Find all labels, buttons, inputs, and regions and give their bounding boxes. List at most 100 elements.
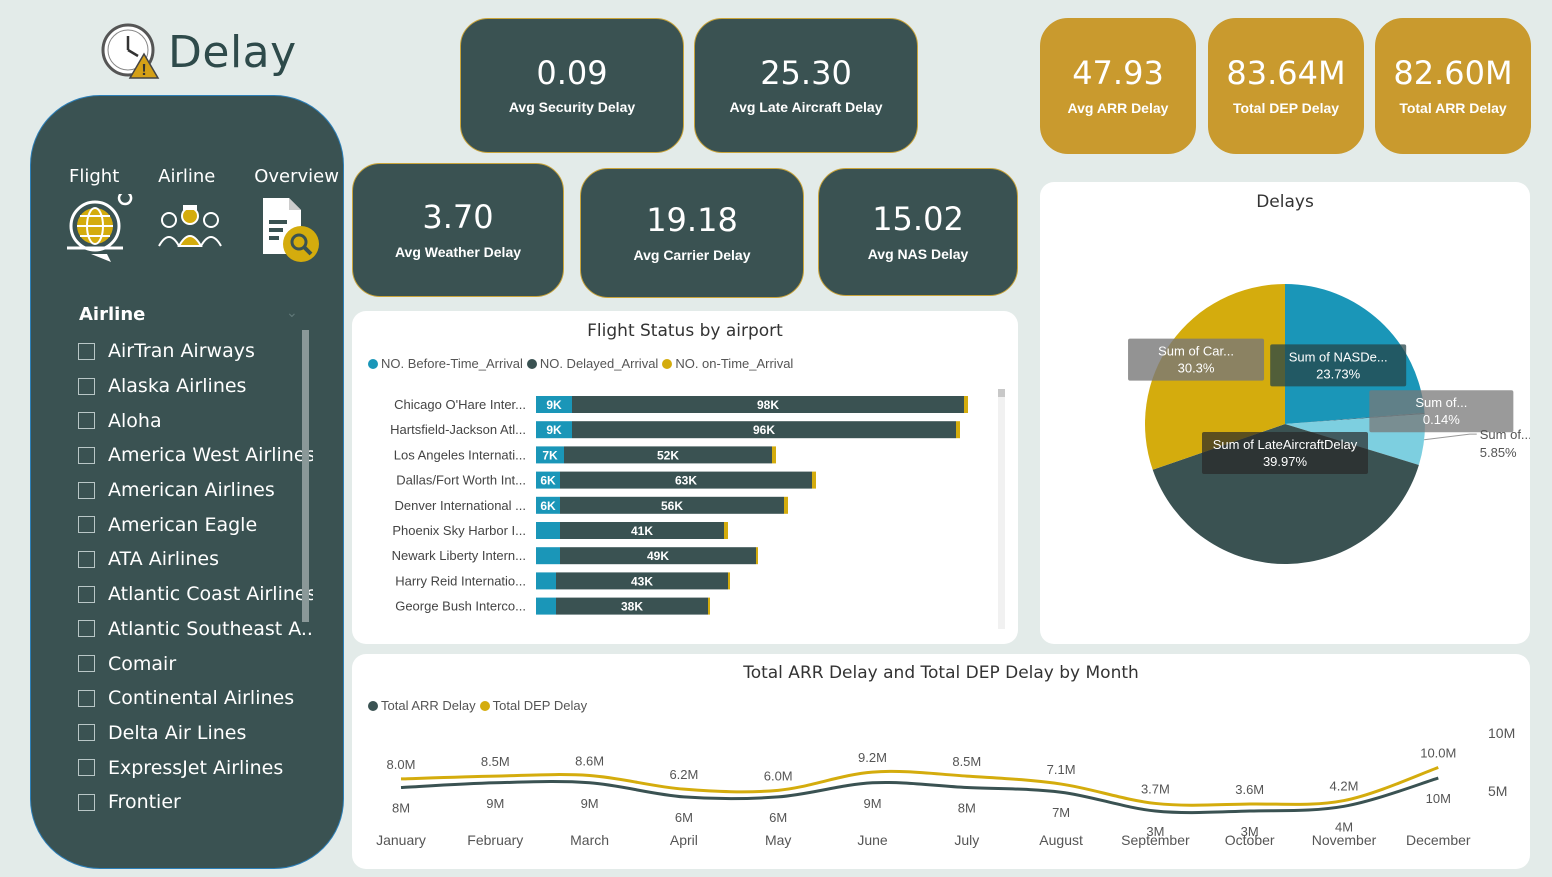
slicer-checkbox[interactable] xyxy=(78,550,95,568)
slicer-item[interactable]: ExpressJet Airlines xyxy=(78,750,313,785)
slicer-item-label: Alaska Airlines xyxy=(108,375,247,398)
kpi-avg-security-delay: 0.09 Avg Security Delay xyxy=(460,18,684,153)
bar-segment xyxy=(728,572,730,590)
pie-slice-value: 39.97% xyxy=(1263,454,1308,469)
dep-data-label: 3.6M xyxy=(1235,782,1264,797)
slicer-item-label: Delta Air Lines xyxy=(108,721,247,744)
legend-label: NO. Delayed_Arrival xyxy=(539,356,659,371)
pie-chart-plot: Sum of NASDe... 23.73% Sum of... 0.14% Sum o… xyxy=(1128,284,1530,564)
legend-label: Total ARR Delay xyxy=(381,698,476,713)
bar-category-label: Los Angeles Internati... xyxy=(394,447,526,462)
slicer-item-label: Atlantic Coast Airlines xyxy=(108,583,313,606)
slicer-checkbox[interactable] xyxy=(78,585,95,603)
bar-segment xyxy=(536,597,556,615)
slicer-item[interactable]: Aloha xyxy=(78,403,313,438)
chart-scrollbar-track[interactable] xyxy=(998,389,1005,629)
pilots-icon[interactable] xyxy=(155,202,225,257)
dep-data-label: 6.2M xyxy=(669,767,698,782)
bar-category-label: Dallas/Fort Worth Int... xyxy=(396,473,526,488)
slicer-item-label: ATA Airlines xyxy=(108,548,219,571)
bar-category-label: Hartsfield-Jackson Atl... xyxy=(390,422,526,437)
slicer-checkbox[interactable] xyxy=(78,377,95,395)
chart-title: Total ARR Delay and Total DEP Delay by M… xyxy=(743,663,1139,683)
arr-data-label: 3M xyxy=(1241,824,1259,839)
pie-slice-value: 30.3% xyxy=(1178,361,1215,376)
line-chart-plot: 8M 9M 9M 6M 6M 9M 8M 7M 3M 3M 4M 10M 8.0M 8.5M 8.6M 6.2… xyxy=(376,725,1515,848)
slicer-item[interactable]: American Airlines xyxy=(78,473,313,508)
slicer-checkbox[interactable] xyxy=(78,516,95,534)
nav-flight-label[interactable]: Flight xyxy=(69,166,120,187)
slicer-checkbox[interactable] xyxy=(78,342,95,360)
dep-data-label: 8.0M xyxy=(387,757,416,772)
x-axis-month-label: October xyxy=(1225,832,1275,848)
slicer-checkbox[interactable] xyxy=(78,793,95,811)
y-axis-tick: 5M xyxy=(1488,783,1507,799)
sidebar: Flight Airline Overview xyxy=(30,95,344,869)
dep-data-label: 7.1M xyxy=(1047,762,1076,777)
slicer-item-label: Comair xyxy=(108,652,177,675)
bar-segment xyxy=(536,522,560,539)
bar-segment xyxy=(572,396,964,413)
delays-pie-card: Delays Sum of NASDe... 23.73% Sum of... 0.1… xyxy=(1040,182,1530,644)
kpi-value: 25.30 xyxy=(760,53,852,92)
x-axis-month-label: July xyxy=(954,832,979,848)
chart-legend: Total ARR Delay Total DEP Delay xyxy=(364,698,587,713)
document-search-icon[interactable] xyxy=(257,196,323,271)
bar-category-label: Chicago O'Hare Inter... xyxy=(394,397,526,412)
arr-delay-line xyxy=(400,776,1439,815)
chart-scrollbar-thumb[interactable] xyxy=(998,389,1005,397)
bar-category-label: Harry Reid Internatio... xyxy=(395,573,526,588)
legend-label: NO. Before-Time_Arrival xyxy=(381,356,523,371)
x-axis-month-label: August xyxy=(1039,832,1083,848)
slicer-item[interactable]: Atlantic Coast Airlines xyxy=(78,577,313,612)
arr-data-label: 6M xyxy=(675,810,693,825)
slicer-item[interactable]: America West Airlines xyxy=(78,438,313,473)
nav-overview-label[interactable]: Overview xyxy=(254,166,339,187)
slicer-checkbox[interactable] xyxy=(78,724,95,742)
slicer-item[interactable]: Alaska Airlines xyxy=(78,369,313,404)
slicer-item[interactable]: Atlantic Southeast A... xyxy=(78,612,313,647)
chevron-down-icon[interactable]: ⌄ xyxy=(286,304,298,320)
bar-segment xyxy=(756,547,758,565)
pie-leader-line xyxy=(1424,433,1477,441)
slicer-item-label: American Eagle xyxy=(108,513,258,536)
pie-label-box xyxy=(1270,344,1407,387)
bar-segment xyxy=(708,597,710,615)
kpi-value: 47.93 xyxy=(1072,54,1164,93)
nav-airline-label[interactable]: Airline xyxy=(158,166,216,187)
pie-slice-value: 0.14% xyxy=(1423,412,1460,427)
bar-segment xyxy=(536,396,572,413)
kpi-avg-arr-delay: 47.93 Avg ARR Delay xyxy=(1040,18,1196,154)
slicer-checkbox[interactable] xyxy=(78,655,95,673)
slicer-scrollbar[interactable] xyxy=(302,330,309,622)
nav-labels: Flight Airline Overview xyxy=(69,166,339,187)
slicer-item[interactable]: Comair xyxy=(78,646,313,681)
slicer-item[interactable]: AirTran Airways xyxy=(78,334,313,369)
bar-segment xyxy=(536,496,560,514)
kpi-avg-carrier-delay: 19.18 Avg Carrier Delay xyxy=(580,168,804,298)
slicer-checkbox[interactable] xyxy=(78,481,95,499)
dep-data-label: 6.0M xyxy=(764,768,793,783)
slicer-checkbox[interactable] xyxy=(78,759,95,777)
slicer-checkbox[interactable] xyxy=(78,689,95,707)
slicer-checkbox[interactable] xyxy=(78,412,95,430)
svg-text:!: ! xyxy=(141,62,146,79)
arr-data-label: 10M xyxy=(1426,791,1451,806)
kpi-value: 15.02 xyxy=(872,200,964,239)
flight-status-chart-card: Flight Status by airport NO. Before-Time… xyxy=(352,311,1018,644)
slicer-item[interactable]: American Eagle xyxy=(78,507,313,542)
slicer-item-label: Atlantic Southeast A... xyxy=(108,617,313,640)
bar-segment xyxy=(560,471,812,489)
slicer-checkbox[interactable] xyxy=(78,620,95,638)
kpi-avg-weather-delay: 3.70 Avg Weather Delay xyxy=(352,163,564,297)
slicer-item[interactable]: Delta Air Lines xyxy=(78,716,313,751)
pie-slice-value: 23.73% xyxy=(1316,366,1361,381)
globe-plane-icon[interactable] xyxy=(61,190,135,271)
slicer-checkbox[interactable] xyxy=(78,446,95,464)
pie-label-box xyxy=(1369,390,1514,433)
slicer-item[interactable]: ATA Airlines xyxy=(78,542,313,577)
kpi-label: Total ARR Delay xyxy=(1399,99,1507,116)
slicer-item[interactable]: Continental Airlines xyxy=(78,681,313,716)
slicer-item[interactable]: Frontier xyxy=(78,785,313,820)
dep-data-label: 9.2M xyxy=(858,750,887,765)
